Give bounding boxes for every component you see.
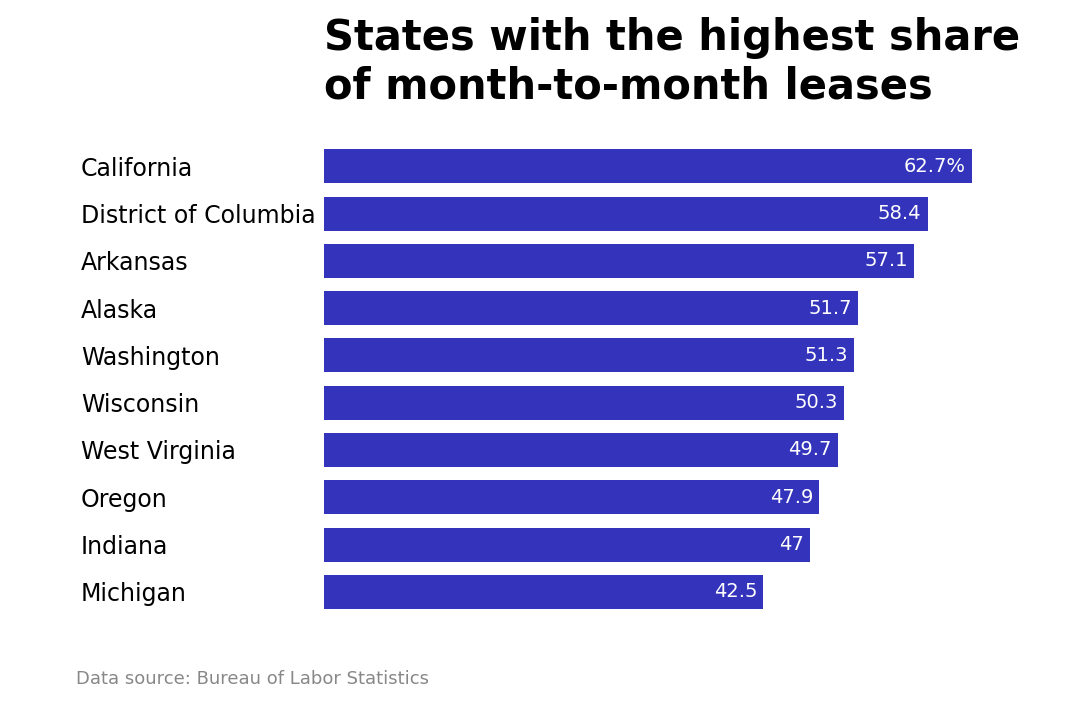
Bar bbox=[324, 527, 810, 562]
Text: 51.3: 51.3 bbox=[805, 346, 848, 365]
Text: 49.7: 49.7 bbox=[788, 440, 832, 460]
Text: 47: 47 bbox=[779, 535, 804, 554]
Bar bbox=[324, 480, 819, 515]
Text: 47.9: 47.9 bbox=[770, 488, 813, 507]
Text: 42.5: 42.5 bbox=[714, 582, 757, 602]
Bar bbox=[324, 433, 838, 467]
Text: 58.4: 58.4 bbox=[878, 204, 921, 223]
Bar bbox=[324, 575, 764, 609]
Bar bbox=[324, 338, 854, 373]
Text: 62.7%: 62.7% bbox=[904, 157, 966, 176]
Bar bbox=[324, 197, 928, 231]
Text: Data source: Bureau of Labor Statistics: Data source: Bureau of Labor Statistics bbox=[76, 670, 429, 688]
Bar bbox=[324, 385, 843, 420]
Text: 57.1: 57.1 bbox=[865, 251, 908, 270]
Text: 51.7: 51.7 bbox=[809, 298, 852, 318]
Text: 50.3: 50.3 bbox=[795, 393, 838, 412]
Bar bbox=[324, 291, 859, 325]
Text: States with the highest share
of month-to-month leases: States with the highest share of month-t… bbox=[324, 17, 1021, 107]
Bar bbox=[324, 150, 972, 183]
Bar bbox=[324, 244, 915, 278]
